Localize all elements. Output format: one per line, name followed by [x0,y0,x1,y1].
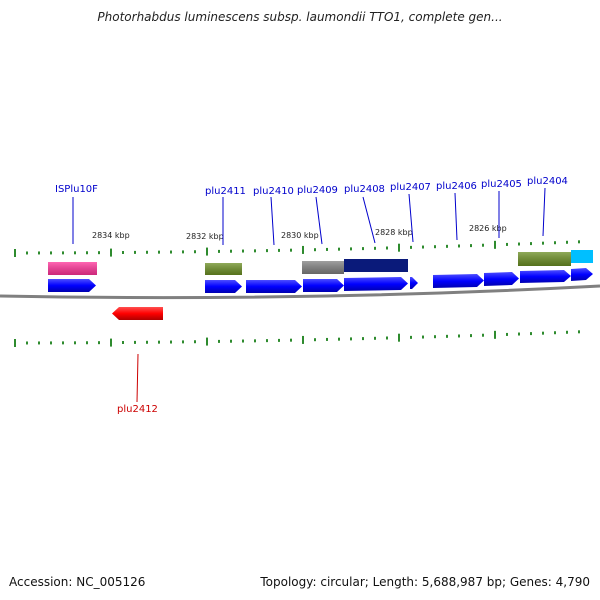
scale-label-2834: 2834 kbp [92,231,130,240]
gene-arrow-plu2405[interactable] [484,272,519,286]
feature-box-shade [302,261,344,274]
scale-label-2832: 2832 kbp [186,232,224,241]
gene-label-plu2407[interactable]: plu2407 [390,182,431,193]
gene-label-plu2408[interactable]: plu2408 [344,184,385,195]
genome-summary-text: Topology: circular; Length: 5,688,987 bp… [260,575,590,589]
gene-arrow-plu2404[interactable] [520,270,571,283]
gene-label-isplu10f[interactable]: ISPlu10F [55,184,98,195]
gene-arrow-plu2408[interactable] [344,277,408,291]
gene-label-plu2404[interactable]: plu2404 [527,176,568,187]
leader-plu2410 [270,196,275,246]
leader-plu2406 [454,192,458,241]
genome-backbone [0,284,600,300]
gene-arrow-isplu10f[interactable] [48,279,96,292]
leader-plu2412 [136,353,139,403]
gene-label-plu2410[interactable]: plu2410 [253,186,294,197]
scale-label-2826: 2826 kbp [469,224,507,233]
leader-plu2409 [315,196,323,245]
label-leader-lines [72,187,546,246]
accession-text: Accession: NC_005126 [9,575,146,589]
leader-plu2404 [542,187,546,237]
gene-arrow-plu2404-b[interactable] [571,268,593,281]
scale-label-2830: 2830 kbp [281,231,319,240]
gene-arrow-plu2412[interactable] [112,307,163,320]
gene-label-plu2411[interactable]: plu2411 [205,186,246,197]
scale-label-2828: 2828 kbp [375,228,413,237]
gene-label-plu2412[interactable]: plu2412 [117,404,158,415]
lower-tick-marks [14,330,580,347]
upper-tick-marks [14,240,580,257]
gene-label-plu2406[interactable]: plu2406 [436,181,477,192]
gene-arrow-plu2407[interactable] [410,277,418,289]
feature-box-shade [518,252,571,266]
leader-plu2408 [362,196,376,244]
gene-arrow-plu2410[interactable] [246,280,302,293]
gene-label-plu2409[interactable]: plu2409 [297,185,338,196]
gene-arrow-plu2406[interactable] [433,274,484,288]
feature-box-shade [205,263,242,275]
feature-box-plu2408[interactable] [344,259,408,272]
map-title: Photorhabdus luminescens subsp. laumondi… [97,10,503,24]
gene-arrow-plu2411[interactable] [205,280,242,293]
gene-label-plu2405[interactable]: plu2405 [481,179,522,190]
feature-box-shade [48,262,97,275]
feature-box-plu2404-end[interactable] [571,250,593,263]
leader-plu2407 [408,193,414,243]
gene-arrow-plu2409[interactable] [303,279,344,292]
